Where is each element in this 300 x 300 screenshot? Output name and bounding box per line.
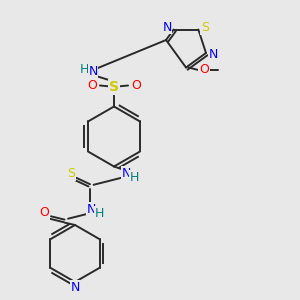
Text: S: S: [109, 80, 119, 94]
Text: N: N: [70, 281, 80, 294]
Text: H: H: [95, 207, 104, 220]
Text: S: S: [67, 167, 75, 180]
Text: N: N: [209, 48, 218, 61]
Text: O: O: [87, 79, 97, 92]
Text: O: O: [131, 79, 141, 92]
Text: N: N: [162, 21, 172, 34]
Text: O: O: [39, 206, 49, 219]
Text: S: S: [201, 21, 209, 34]
Text: N: N: [88, 65, 98, 78]
Text: N: N: [87, 203, 96, 216]
Text: O: O: [199, 63, 209, 76]
Text: H: H: [129, 171, 139, 184]
Text: H: H: [80, 63, 90, 76]
Text: N: N: [121, 167, 131, 180]
